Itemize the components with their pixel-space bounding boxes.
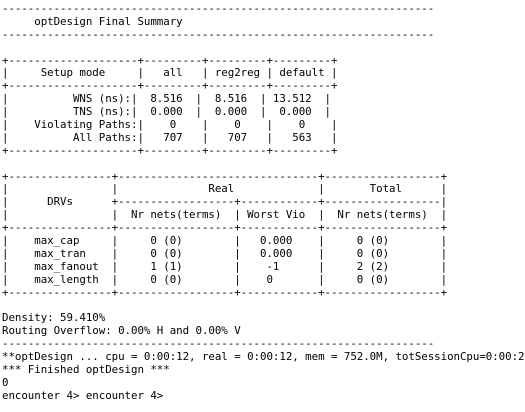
drv-table-border: +----------------+----------------------… — [2, 169, 448, 183]
finished-line: *** Finished optDesign *** — [2, 362, 170, 376]
drv-table-border: +----------------+------------------+---… — [2, 221, 448, 235]
drv-table-row-max-fanout: | max_fanout | 1 (1) | -1 | 2 (2) | — [2, 259, 448, 273]
separator-line: ----------------------------------------… — [2, 337, 435, 351]
drv-table-row-max-tran: | max_tran | 0 (0) | 0.000 | 0 (0) | — [2, 246, 448, 260]
summary-title: optDesign Final Summary — [2, 14, 183, 28]
return-code-line: 0 — [2, 375, 9, 389]
drv-table-header-drvs: | DRVs +------------------+------------+… — [2, 195, 448, 209]
drv-table-header-columns: | | Nr nets(terms) | Worst Vio | Nr nets… — [2, 208, 448, 222]
separator-line: ----------------------------------------… — [2, 27, 435, 41]
setup-table-border: +--------------------+---------+--------… — [2, 53, 338, 67]
setup-table-border: +--------------------+---------+--------… — [2, 79, 338, 93]
setup-table-row-all-paths: | All Paths:| 707 | 707 | 563 | — [2, 130, 338, 144]
setup-table-border: +--------------------+---------+--------… — [2, 143, 338, 157]
optdesign-stats-line: **optDesign ... cpu = 0:00:12, real = 0:… — [2, 350, 525, 364]
drv-table-header-group: | | Real | Total | — [2, 182, 448, 196]
blank-line — [2, 158, 525, 171]
separator-line: ----------------------------------------… — [2, 2, 435, 15]
setup-table-row-violating-paths: | Violating Paths:| 0 | 0 | 0 | — [2, 118, 338, 132]
setup-table-row-tns: | TNS (ns):| 0.000 | 0.000 | 0.000 | — [2, 105, 331, 119]
setup-table-header: | Setup mode | all | reg2reg | default | — [2, 66, 338, 80]
command-prompt[interactable]: encounter 4> encounter 4> — [2, 388, 164, 402]
drv-table-row-max-cap: | max_cap | 0 (0) | 0.000 | 0 (0) | — [2, 234, 448, 248]
routing-overflow-line: Routing Overflow: 0.00% H and 0.00% V — [2, 324, 241, 338]
density-line: Density: 59.410% — [2, 311, 106, 325]
drv-table-border: +----------------+------------------+---… — [2, 285, 448, 299]
blank-line — [2, 42, 525, 55]
setup-table-row-wns: | WNS (ns):| 8.516 | 8.516 | 13.512 | — [2, 92, 331, 106]
drv-table-row-max-length: | max_length | 0 (0) | 0 | 0 (0) | — [2, 272, 448, 286]
